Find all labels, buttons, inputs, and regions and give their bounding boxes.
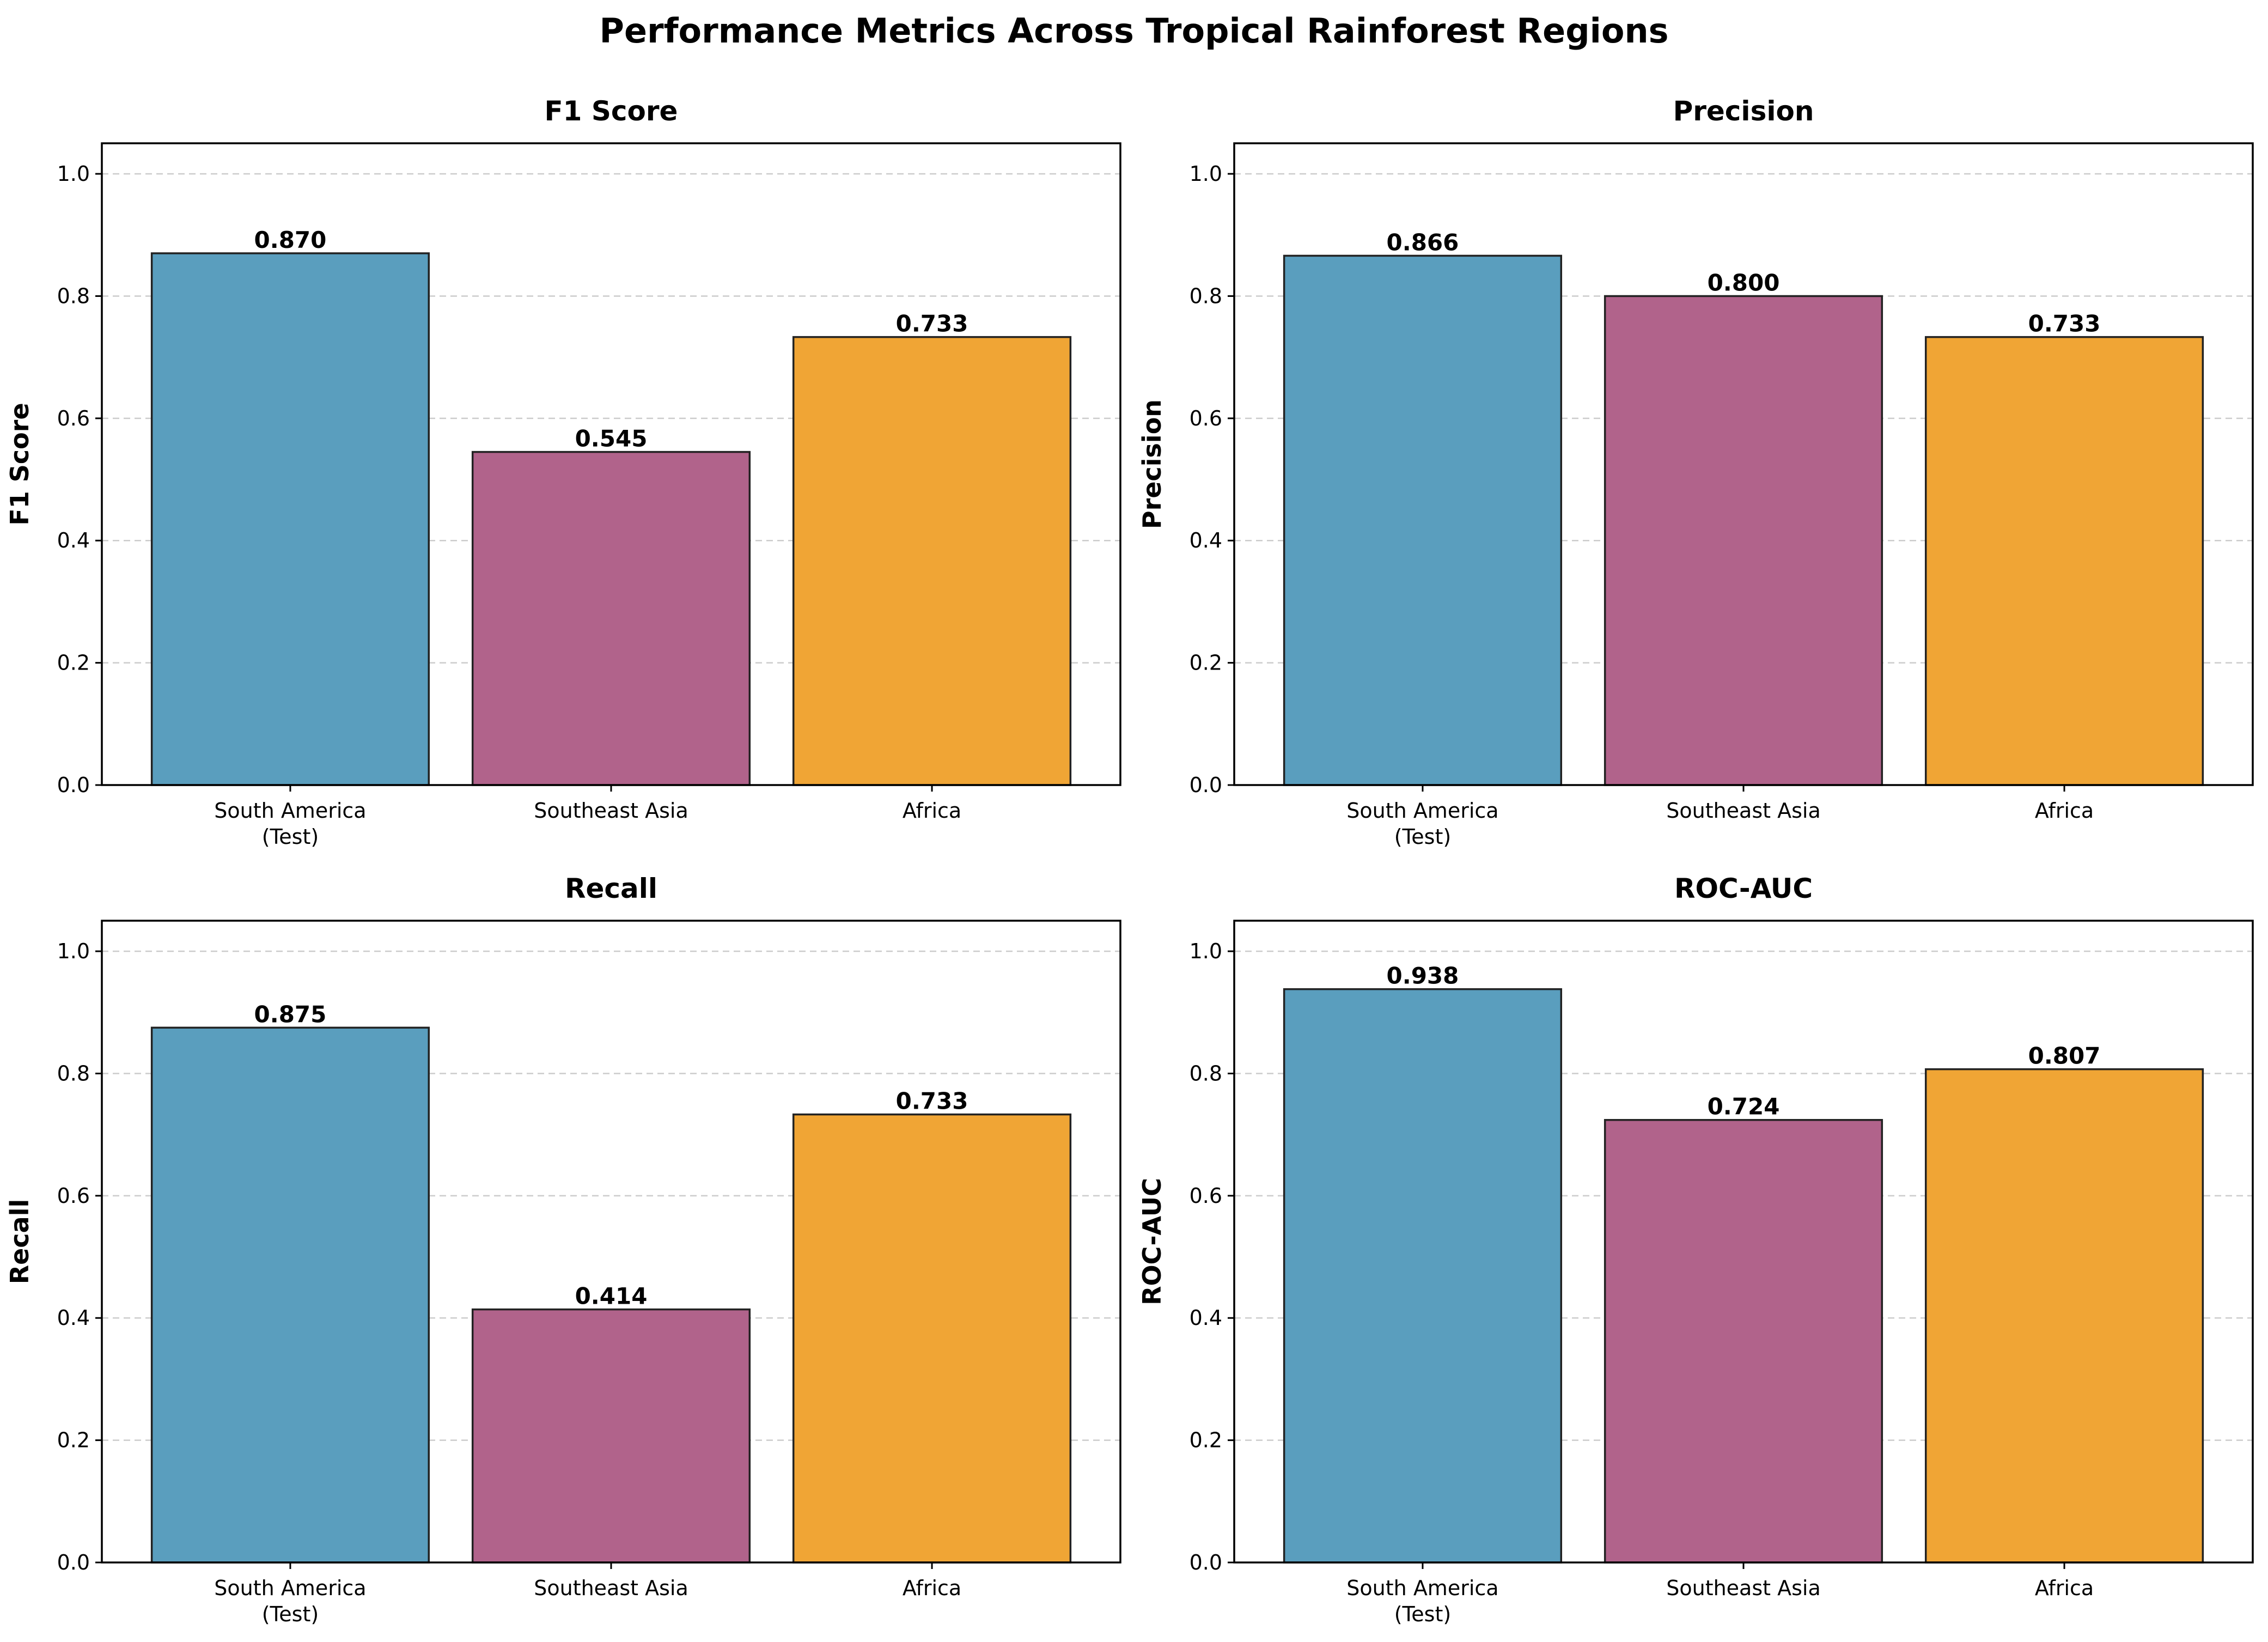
bar-value-label: 0.875 bbox=[254, 1001, 327, 1027]
y-axis-label: Recall bbox=[5, 1199, 34, 1284]
y-axis-label: Precision bbox=[1137, 399, 1167, 529]
plot-area-frame bbox=[101, 142, 1121, 786]
bar-value-label: 0.800 bbox=[1708, 269, 1780, 296]
y-tick-label: 0.0 bbox=[57, 773, 90, 797]
bar bbox=[1283, 988, 1563, 1564]
bar bbox=[1283, 254, 1563, 786]
y-tick-label: 0.8 bbox=[1190, 1061, 1222, 1085]
x-tick-label: Africa bbox=[903, 1576, 961, 1600]
subplot-title: Recall bbox=[565, 873, 657, 904]
bar bbox=[1924, 336, 2204, 786]
bar-value-label: 0.807 bbox=[2028, 1043, 2101, 1069]
bar-value-label: 0.938 bbox=[1387, 963, 1459, 989]
bar bbox=[1604, 1118, 1883, 1564]
subplot-grid: F1 Score F1 Score 0.0 0.2 0.4 0.6 0.8 1.0 0.870 S… bbox=[5, 95, 2254, 1626]
y-tick-label: 0.2 bbox=[1190, 1428, 1222, 1452]
y-tick-label: 0.4 bbox=[1190, 528, 1222, 552]
y-tick-label: 0.0 bbox=[1190, 773, 1222, 797]
bar bbox=[1604, 295, 1883, 786]
x-tick-label: Southeast Asia bbox=[1666, 1576, 1821, 1600]
y-axis-label: F1 Score bbox=[5, 403, 34, 525]
bar bbox=[792, 1113, 1072, 1564]
y-tick-label: 0.4 bbox=[57, 528, 90, 552]
plot-area-frame bbox=[1233, 142, 2254, 786]
subplot-2: Precision Precision 0.0 0.2 0.4 0.6 0.8 1.0 0.86… bbox=[1137, 95, 2254, 849]
bar-value-label: 0.733 bbox=[896, 1088, 968, 1115]
y-axis-label: ROC-AUC bbox=[1137, 1178, 1167, 1305]
x-tick-label: South America (Test) bbox=[1346, 799, 1498, 849]
bar-value-label: 0.414 bbox=[575, 1283, 648, 1310]
y-tick-label: 0.0 bbox=[57, 1550, 90, 1574]
x-tick-label: Southeast Asia bbox=[534, 1576, 688, 1600]
y-tick-label: 0.6 bbox=[1190, 406, 1222, 430]
y-tick-label: 0.8 bbox=[57, 284, 90, 308]
y-tick-label: 0.6 bbox=[1190, 1184, 1222, 1208]
y-tick-label: 0.4 bbox=[1190, 1306, 1222, 1330]
bar-value-label: 0.866 bbox=[1387, 229, 1459, 256]
bar bbox=[1924, 1068, 2204, 1564]
y-tick-label: 1.0 bbox=[57, 162, 90, 186]
x-tick-label: Africa bbox=[2035, 1576, 2094, 1600]
y-tick-label: 0.8 bbox=[57, 1061, 90, 1085]
y-tick-label: 0.6 bbox=[57, 406, 90, 430]
plot-area-frame bbox=[101, 920, 1121, 1564]
subplot-3: Recall Recall 0.0 0.2 0.4 0.6 0.8 1.0 0.875 South… bbox=[5, 873, 1121, 1626]
y-tick-label: 1.0 bbox=[1190, 939, 1222, 963]
subplot-4: ROC-AUC ROC-AUC 0.0 0.2 0.4 0.6 0.8 1.0 0.938 Sou… bbox=[1137, 873, 2254, 1626]
figure-title: Performance Metrics Across Tropical Rain… bbox=[600, 11, 1669, 51]
x-tick-label: South America (Test) bbox=[1346, 1576, 1498, 1626]
y-tick-label: 0.2 bbox=[57, 651, 90, 675]
y-tick-label: 0.8 bbox=[1190, 284, 1222, 308]
subplot-title: F1 Score bbox=[545, 95, 678, 127]
bar-value-label: 0.870 bbox=[254, 227, 327, 253]
subplot-1: F1 Score F1 Score 0.0 0.2 0.4 0.6 0.8 1.0 0.870 S… bbox=[5, 95, 1121, 849]
y-tick-label: 0.6 bbox=[57, 1184, 90, 1208]
bar-value-label: 0.724 bbox=[1708, 1093, 1780, 1120]
bar-value-label: 0.733 bbox=[896, 311, 968, 337]
y-tick-label: 0.2 bbox=[1190, 651, 1222, 675]
x-tick-label: Africa bbox=[903, 799, 961, 823]
x-tick-label: South America (Test) bbox=[214, 799, 366, 849]
x-tick-label: Africa bbox=[2035, 799, 2094, 823]
bar-value-label: 0.733 bbox=[2028, 311, 2101, 337]
y-tick-label: 1.0 bbox=[57, 939, 90, 963]
x-tick-label: South America (Test) bbox=[214, 1576, 366, 1626]
subplot-title: ROC-AUC bbox=[1674, 873, 1813, 904]
bar-value-label: 0.545 bbox=[575, 425, 648, 452]
bar bbox=[471, 451, 751, 786]
bar bbox=[150, 1026, 430, 1564]
x-tick-label: Southeast Asia bbox=[534, 799, 688, 823]
y-tick-label: 0.0 bbox=[1190, 1550, 1222, 1574]
bar bbox=[471, 1308, 751, 1564]
bar bbox=[150, 252, 430, 786]
y-tick-label: 1.0 bbox=[1190, 162, 1222, 186]
subplot-title: Precision bbox=[1673, 95, 1814, 127]
x-tick-label: Southeast Asia bbox=[1666, 799, 1821, 823]
bar bbox=[792, 336, 1072, 786]
y-tick-label: 0.4 bbox=[57, 1306, 90, 1330]
y-tick-label: 0.2 bbox=[57, 1428, 90, 1452]
plot-area-frame bbox=[1233, 920, 2254, 1564]
